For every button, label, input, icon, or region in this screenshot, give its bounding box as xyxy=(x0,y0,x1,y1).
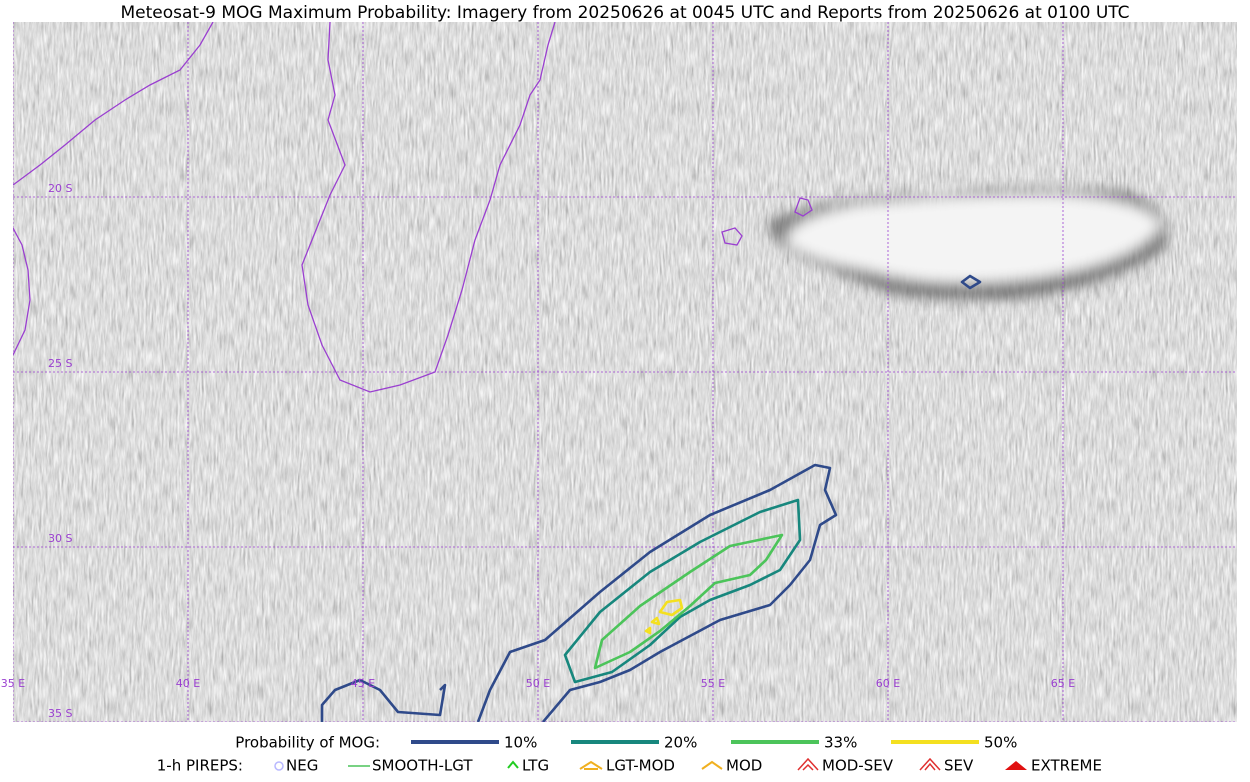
lon-label: 60 E xyxy=(876,677,900,690)
legend-symbol xyxy=(797,757,819,771)
lon-label: 45 E xyxy=(351,677,375,690)
lat-label: 25 S xyxy=(48,357,72,370)
contour-10 xyxy=(476,463,838,722)
legend-label: 33% xyxy=(824,734,857,752)
contour-50 xyxy=(644,598,684,635)
reunion xyxy=(721,227,743,246)
legend-symbol xyxy=(579,760,603,770)
cloud-mass xyxy=(768,188,1168,300)
legend-symbol xyxy=(274,761,284,771)
legend-label: 10% xyxy=(504,734,537,752)
legend: Probability of MOG: 10% 20% 33% 50% 1-h PIREP… xyxy=(157,734,1102,775)
legend-symbol xyxy=(1005,761,1027,770)
lat-label: 20 S xyxy=(48,182,72,195)
legend-symbol xyxy=(507,760,519,769)
madagascar xyxy=(301,22,556,393)
lat-label: 30 S xyxy=(48,532,72,545)
legend-symbol xyxy=(701,760,723,770)
graticule xyxy=(13,22,1237,722)
legend-title: 1-h PIREPS: xyxy=(157,757,243,775)
lon-label: 35 E xyxy=(1,677,25,690)
legend-label: SMOOTH-LGT xyxy=(372,757,473,775)
legend-label: SEV xyxy=(944,757,974,775)
lon-label: 65 E xyxy=(1051,677,1075,690)
legend-label: MOD xyxy=(726,757,762,775)
legend-label: MOD-SEV xyxy=(822,757,894,775)
title: Meteosat-9 MOG Maximum Probability: Imag… xyxy=(120,3,1129,23)
lon-label: 50 E xyxy=(526,677,550,690)
contour-20 xyxy=(563,498,802,684)
coastline xyxy=(13,227,31,356)
legend-title: Probability of MOG: xyxy=(235,734,380,752)
mauritius xyxy=(794,197,813,217)
legend-label: 20% xyxy=(664,734,697,752)
legend-label: 50% xyxy=(984,734,1017,752)
coastline xyxy=(13,22,214,186)
legend-symbol xyxy=(919,757,941,771)
legend-label: NEG xyxy=(286,757,318,775)
map xyxy=(13,22,1237,722)
lat-label: 35 S xyxy=(48,707,72,720)
contour-10 xyxy=(320,678,447,722)
lon-label: 55 E xyxy=(701,677,725,690)
legend-label: LTG xyxy=(522,757,549,775)
lon-label: 40 E xyxy=(176,677,200,690)
legend-label: EXTREME xyxy=(1031,757,1102,775)
contour-33 xyxy=(593,533,784,670)
contour-10 xyxy=(960,274,982,290)
legend-label: LGT-MOD xyxy=(606,757,675,775)
